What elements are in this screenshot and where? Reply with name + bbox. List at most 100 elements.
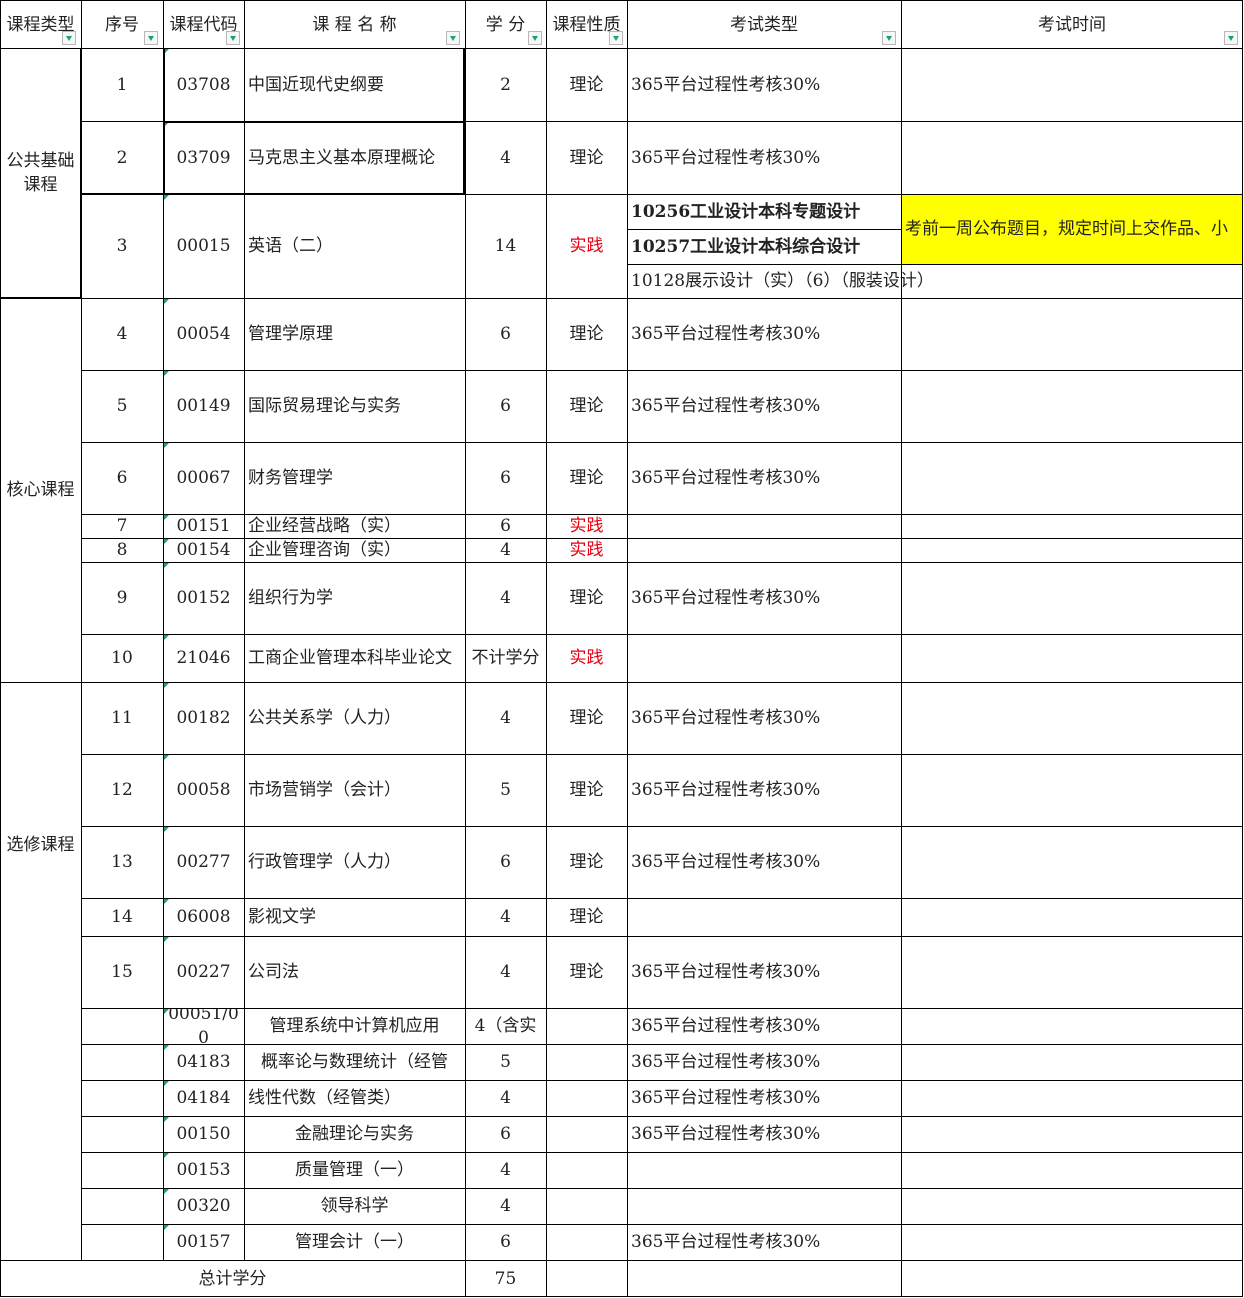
filter-dropdown-code[interactable]: [226, 31, 240, 45]
row-credit: 4: [500, 907, 511, 927]
row-seq: 9: [116, 588, 128, 608]
grid-line: [901, 0, 902, 1260]
grid-line: [81, 1116, 1243, 1117]
cell-comment-marker: [164, 371, 169, 376]
row-nature: 理论: [569, 147, 604, 168]
row-code: 21046: [176, 648, 231, 668]
row-seq: 13: [111, 852, 133, 872]
row-code: 03708: [176, 74, 231, 95]
row-nature: 理论: [569, 708, 604, 728]
row-name: 市场营销学（会计）: [248, 780, 401, 800]
extra-credit: 5: [500, 1052, 511, 1072]
row-seq: 14: [111, 907, 133, 927]
row-exam-type: 365平台过程性考核30%: [631, 324, 821, 344]
grid-line: [81, 1008, 1243, 1009]
header-course-type: 课程类型: [6, 14, 75, 35]
row-nature: 理论: [569, 907, 604, 927]
filter-dropdown-credit[interactable]: [528, 31, 542, 45]
row-exam-type: 365平台过程性考核30%: [631, 962, 821, 982]
row-code: 00152: [176, 588, 231, 608]
cell-comment-marker: [164, 443, 169, 448]
row-code: 00067: [176, 468, 231, 488]
extra-exam-type: 365平台过程性考核30%: [631, 1016, 821, 1036]
overlay-note: 考前一周公布题目，规定时间上交作品、小: [901, 194, 1243, 264]
filter-dropdown-name[interactable]: [446, 31, 460, 45]
grid-line: [1242, 0, 1243, 1297]
row-exam-type: [627, 514, 901, 538]
row-nature: 理论: [569, 852, 604, 872]
row-name: 国际贸易理论与实务: [248, 396, 401, 416]
grid-line: [81, 514, 1243, 515]
row-seq: 11: [111, 708, 133, 728]
grid-line: [546, 0, 547, 1260]
header-exam-type: 考试类型: [730, 14, 798, 35]
grid-line: [901, 1260, 902, 1297]
extra-name: 管理系统中计算机应用: [269, 1016, 440, 1036]
extra-credit: 4: [500, 1196, 511, 1216]
row-exam-type: [627, 898, 901, 936]
grid-line: [81, 1260, 1243, 1261]
cell-comment-marker: [164, 195, 169, 200]
row-exam-type: [627, 538, 901, 562]
filter-dropdown-exam-time[interactable]: [1224, 31, 1238, 45]
extra-credit: 6: [500, 1124, 511, 1144]
row-credit: 5: [500, 780, 511, 800]
extra-exam-type: 365平台过程性考核30%: [631, 1052, 821, 1072]
grid-line: [463, 48, 465, 194]
grid-line: [81, 0, 82, 1260]
cell-comment-marker: [164, 1117, 169, 1122]
row-nature: 理论: [569, 324, 604, 344]
row-nature: 理论: [569, 74, 604, 95]
row-name: 企业经营战略（实）: [248, 516, 401, 536]
grid-line: [627, 0, 628, 1260]
row-code: 00227: [176, 962, 231, 982]
row-credit: 4: [500, 708, 511, 728]
filter-dropdown-seq[interactable]: [144, 31, 158, 45]
total-label: 总计学分: [198, 1268, 267, 1289]
row-name: 马克思主义基本原理概论: [248, 147, 435, 168]
extra-code: 00150: [176, 1124, 231, 1144]
extra-code: 00157: [176, 1232, 231, 1252]
grid-line: [465, 0, 466, 1260]
row-exam-type: 365平台过程性考核30%: [631, 147, 821, 168]
row-name: 管理学原理: [248, 324, 333, 344]
extra-name: 管理会计（一）: [295, 1232, 414, 1252]
grid-line: [0, 0, 1, 1297]
grid-line: [81, 1152, 1243, 1153]
filter-dropdown-exam-type[interactable]: [882, 31, 896, 45]
extra-exam-type: [627, 1188, 901, 1224]
row-credit: 6: [500, 324, 511, 344]
row-seq: 6: [116, 468, 128, 488]
row-code: 00149: [176, 396, 231, 416]
grid-line: [81, 370, 1243, 371]
header-exam-time: 考试时间: [1038, 14, 1106, 35]
grid-line: [163, 48, 165, 194]
grid-line: [81, 193, 465, 195]
row-credit: 不计学分: [471, 648, 540, 668]
overlay-line-1: 10256工业设计本科专题设计: [631, 201, 861, 222]
row-name: 企业管理咨询（实）: [248, 540, 401, 560]
header-credit: 学 分: [485, 14, 526, 35]
row-credit: 4: [500, 147, 511, 168]
row-credit: 6: [500, 396, 511, 416]
row-exam-type: 365平台过程性考核30%: [631, 588, 821, 608]
group-elective: 选修课程: [6, 835, 75, 855]
cell-comment-marker: [164, 1225, 169, 1230]
filter-dropdown-course-type[interactable]: [62, 31, 76, 45]
row-exam-type: 365平台过程性考核30%: [631, 852, 821, 872]
grid-line: [465, 1260, 466, 1297]
row-seq: 1: [116, 74, 128, 95]
grid-line: [627, 1260, 628, 1297]
cell-comment-marker: [164, 1009, 169, 1014]
filter-dropdown-nature[interactable]: [609, 31, 623, 45]
header-nature: 课程性质: [552, 14, 621, 35]
extra-name: 概率论与数理统计（经管: [261, 1052, 448, 1072]
row-credit: 14: [494, 236, 517, 256]
row-exam-type: 365平台过程性考核30%: [631, 396, 821, 416]
grid-line: [81, 538, 1243, 539]
cell-comment-marker: [164, 1153, 169, 1158]
cell-comment-marker: [164, 539, 169, 544]
grid-line: [546, 1260, 547, 1297]
cell-comment-marker: [164, 683, 169, 688]
cell-comment-marker: [164, 1081, 169, 1086]
